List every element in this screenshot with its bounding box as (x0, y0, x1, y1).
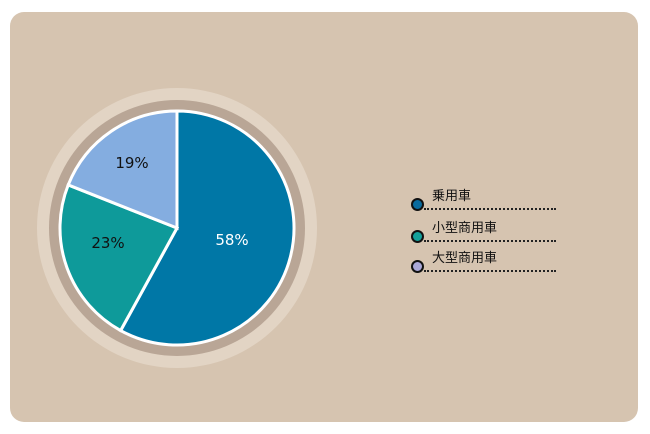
legend-item: 小型商用車 (410, 217, 556, 243)
legend-item: 乗用車 (410, 185, 556, 211)
legend-dotted-line (424, 208, 556, 210)
pie-slice-2 (66, 109, 179, 231)
pie-data-label: 19% (115, 154, 148, 172)
legend-label: 小型商用車 (432, 221, 498, 236)
pie-data-label: 23% (91, 234, 124, 252)
legend-dotted-line (424, 270, 556, 272)
legend-label: 乗用車 (432, 189, 472, 204)
legend-item: 大型商用車 (410, 247, 556, 273)
pie-slice-0 (118, 109, 296, 347)
legend-swatch (411, 230, 424, 243)
legend-dotted-line (424, 240, 556, 242)
pie-data-label: 58% (215, 231, 248, 249)
legend-swatch (411, 198, 424, 211)
legend-swatch (411, 260, 424, 273)
legend-label: 大型商用車 (432, 251, 498, 266)
pie-slice-1 (58, 182, 180, 333)
